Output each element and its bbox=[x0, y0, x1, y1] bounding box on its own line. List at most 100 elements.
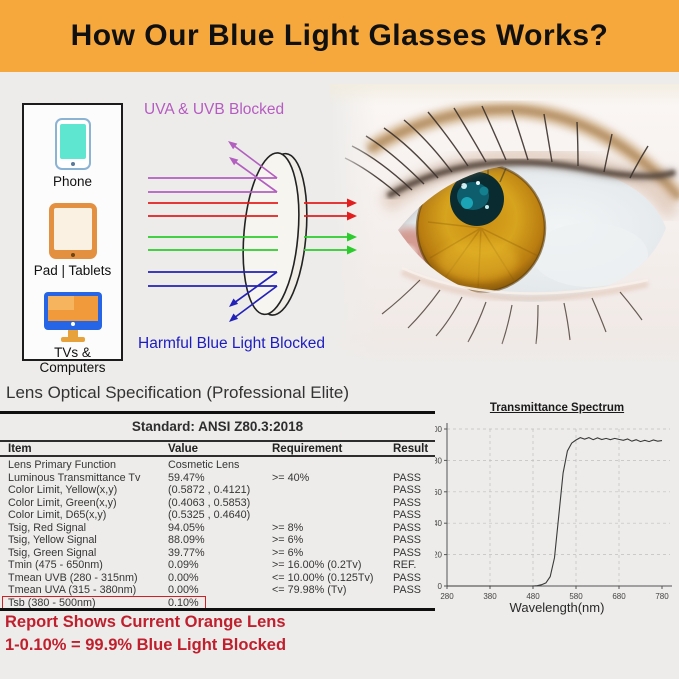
chart-title: Transmittance Spectrum bbox=[489, 402, 625, 414]
table-cell: (0.5325 , 0.4640) bbox=[168, 509, 251, 522]
svg-text:780: 780 bbox=[655, 592, 669, 601]
table-cell: Tsig, Green Signal bbox=[8, 546, 97, 559]
table-cell: 0.10% bbox=[168, 597, 199, 610]
table-cell: Tmean UVB (280 - 315nm) bbox=[8, 571, 138, 584]
table-cell: >= 6% bbox=[272, 546, 304, 559]
device-panel: Phone Pad | Tablets TVs & Computers bbox=[22, 103, 123, 375]
green-rays bbox=[148, 232, 357, 255]
table-row: Tsig, Green Signal 39.77% >= 6% PASS bbox=[0, 547, 435, 560]
table-cell: 59.47% bbox=[168, 471, 205, 484]
table-cell: <= 10.00% (0.125Tv) bbox=[272, 571, 374, 584]
table-cell: 94.05% bbox=[168, 521, 205, 534]
uv-blocked-label: UVA & UVB Blocked bbox=[144, 101, 285, 118]
eye-photo-illustration bbox=[330, 84, 679, 365]
table-cell: 0.00% bbox=[168, 571, 199, 584]
table-cell: PASS bbox=[393, 496, 422, 509]
table-row: Tsig, Yellow Signal 88.09% >= 6% PASS bbox=[0, 534, 435, 547]
banner: How Our Blue Light Glasses Works? bbox=[0, 0, 679, 72]
lens-ray-diagram bbox=[148, 141, 357, 322]
table-cell: Tsig, Red Signal bbox=[8, 521, 87, 534]
table-cell: PASS bbox=[393, 484, 422, 497]
footnote-line-1: Report Shows Current Orange Lens bbox=[5, 613, 286, 631]
device-label-tablet: Pad | Tablets bbox=[33, 263, 112, 278]
table-header: Item Value Requirement Result bbox=[0, 440, 435, 457]
table-cell: >= 16.00% (0.2Tv) bbox=[272, 559, 362, 572]
table-cell: Cosmetic Lens bbox=[168, 459, 240, 471]
bottom-rule bbox=[0, 608, 435, 611]
table-cell: Tmin (475 - 650nm) bbox=[8, 559, 103, 572]
table-cell: Tsb (380 - 500nm) bbox=[8, 597, 96, 610]
column-header-requirement: Requirement bbox=[272, 443, 343, 455]
standard-line: Standard: ANSI Z80.3:2018 bbox=[131, 419, 304, 434]
spec-table-body: Lens Primary Function Cosmetic Lens Lumino… bbox=[0, 459, 435, 610]
table-cell: >= 6% bbox=[272, 534, 304, 547]
blue-light-blocked-label: Harmful Blue Light Blocked bbox=[138, 335, 325, 352]
monitor-base bbox=[60, 337, 85, 342]
table-cell: 39.77% bbox=[168, 546, 205, 559]
svg-text:60: 60 bbox=[435, 488, 443, 497]
table-cell: PASS bbox=[393, 509, 422, 522]
table-row: Tmean UVB (280 - 315nm) 0.00% <= 10.00% (0… bbox=[0, 572, 435, 585]
tablet-icon bbox=[48, 203, 97, 259]
svg-text:80: 80 bbox=[435, 456, 443, 465]
transmittance-chart: Transmittance Spectrum 0 20 40 60 80 100 280 38… bbox=[435, 396, 679, 626]
svg-text:40: 40 bbox=[435, 519, 443, 528]
table-cell: >= 8% bbox=[272, 521, 304, 534]
table-cell: PASS bbox=[393, 534, 422, 547]
heading-rule bbox=[0, 411, 435, 414]
table-cell: 0.09% bbox=[168, 559, 199, 572]
smartphone-icon bbox=[54, 118, 91, 170]
tablet-home-dot bbox=[70, 252, 75, 257]
table-cell: Color Limit, D65(x,y) bbox=[8, 509, 107, 522]
spec-heading: Lens Optical Specification (Professional… bbox=[6, 383, 349, 402]
column-header-item: Item bbox=[8, 443, 32, 455]
chart-x-axis-label: Wavelength(nm) bbox=[509, 600, 605, 615]
monitor-icon bbox=[43, 292, 102, 342]
table-cell: PASS bbox=[393, 584, 422, 597]
red-rays bbox=[148, 198, 357, 221]
table-row: Color Limit, Green(x,y) (0.4063 , 0.5853)… bbox=[0, 497, 435, 510]
footnote-line-2: 1-0.10% = 99.9% Blue Light Blocked bbox=[5, 636, 287, 654]
svg-text:20: 20 bbox=[435, 551, 443, 560]
svg-text:100: 100 bbox=[435, 425, 443, 434]
table-cell: PASS bbox=[393, 571, 422, 584]
svg-text:680: 680 bbox=[612, 592, 626, 601]
svg-text:280: 280 bbox=[440, 592, 454, 601]
table-cell: REF. bbox=[393, 559, 417, 572]
table-cell: Color Limit, Yellow(x,y) bbox=[8, 484, 118, 497]
column-header-result: Result bbox=[393, 443, 429, 455]
table-cell: 88.09% bbox=[168, 534, 205, 547]
monitor-screen-highlight bbox=[47, 296, 74, 310]
chart-plot: 0 20 40 60 80 100 280 380 480 580 680 780 bbox=[435, 423, 672, 601]
table-row: Tmin (475 - 650nm) 0.09% >= 16.00% (0.2Tv)… bbox=[0, 559, 435, 572]
table-cell: PASS bbox=[393, 521, 422, 534]
device-label-phone: Phone bbox=[52, 174, 93, 189]
lens-icon bbox=[242, 152, 308, 316]
device-label-tv: TVs & Computers bbox=[39, 345, 106, 375]
table-cell: >= 40% bbox=[272, 471, 310, 484]
table-cell: <= 79.98% (Tv) bbox=[272, 584, 347, 597]
table-cell: Luminous Transmittance Tv bbox=[8, 471, 141, 484]
uv-rays bbox=[148, 141, 278, 193]
lower-lashes bbox=[381, 279, 643, 345]
svg-text:580: 580 bbox=[569, 592, 583, 601]
monitor-dot bbox=[70, 322, 75, 326]
table-cell: Tmean UVA (315 - 380nm) bbox=[8, 584, 137, 597]
table-cell: PASS bbox=[393, 546, 422, 559]
table-cell: PASS bbox=[393, 471, 422, 484]
monitor-stand bbox=[67, 330, 78, 338]
smartphone-screen bbox=[59, 124, 86, 159]
table-cell: 0.00% bbox=[168, 584, 199, 597]
table-cell: Lens Primary Function bbox=[8, 459, 117, 471]
smartphone-home-dot bbox=[70, 162, 75, 166]
column-header-value: Value bbox=[168, 443, 199, 455]
table-cell: (0.5872 , 0.4121) bbox=[168, 484, 251, 497]
blue-rays bbox=[148, 271, 278, 322]
table-row: Luminous Transmittance Tv 59.47% >= 40% PAS… bbox=[0, 472, 435, 485]
tablet-screen bbox=[53, 208, 92, 250]
page-title: How Our Blue Light Glasses Works? bbox=[70, 19, 609, 52]
table-row: Tmean UVA (315 - 380nm) 0.00% <= 79.98% (T… bbox=[0, 584, 435, 597]
table-cell: Tsig, Yellow Signal bbox=[8, 534, 97, 547]
table-row: Lens Primary Function Cosmetic Lens bbox=[0, 459, 435, 472]
